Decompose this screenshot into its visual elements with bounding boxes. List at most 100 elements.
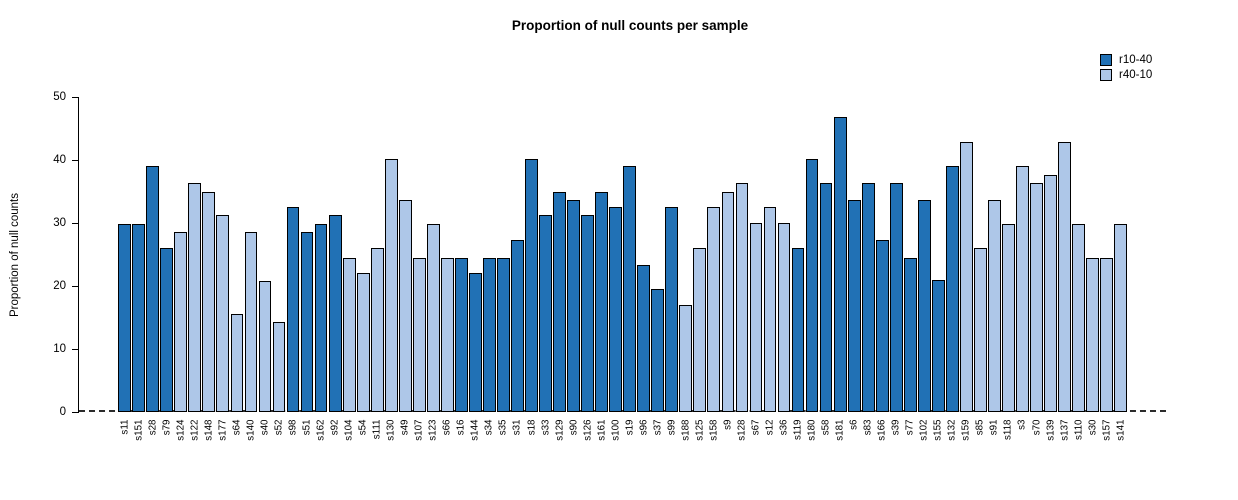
x-tick-label-s3: s3 (1016, 419, 1028, 430)
x-tick-label-s92: s92 (329, 419, 341, 436)
x-tick-label-s123: s123 (427, 419, 439, 441)
bar-s52 (272, 321, 286, 412)
y-axis-tick (72, 222, 78, 224)
bar-s36 (777, 223, 791, 412)
x-tick-label-s159: s159 (960, 419, 972, 441)
bar-s39 (889, 182, 903, 412)
bar-s6 (847, 199, 861, 412)
bar-s31 (511, 240, 524, 412)
bar-s111 (370, 248, 384, 412)
bar-s155 (931, 279, 945, 412)
bar-s3 (1016, 166, 1029, 412)
bar-s98 (286, 207, 300, 412)
bar-s64 (230, 313, 244, 412)
bar-s158 (707, 207, 721, 412)
bar-s162 (314, 224, 328, 412)
bar-s139 (1044, 175, 1057, 412)
y-tick-label: 50 (53, 90, 66, 103)
x-tick-label-s141: s141 (1115, 419, 1127, 441)
x-tick-label-s39: s39 (890, 419, 902, 436)
x-tick-label-s162: s162 (315, 419, 327, 441)
y-tick-label: 0 (59, 405, 66, 418)
legend-item-r40-10: r40-10 (1100, 68, 1152, 82)
x-tick-label-s148: s148 (203, 419, 215, 441)
bar-s125 (693, 248, 707, 412)
bar-s66 (440, 257, 454, 412)
x-tick-label-s49: s49 (399, 419, 411, 436)
x-tick-label-s155: s155 (932, 419, 944, 441)
bar-s123 (426, 224, 440, 412)
x-tick-label-s34: s34 (483, 419, 495, 436)
x-tick-label-s137: s137 (1059, 419, 1071, 441)
bar-s54 (356, 273, 370, 412)
bar-s157 (1100, 257, 1114, 412)
bar-s107 (412, 257, 426, 412)
bar-s188 (679, 304, 693, 412)
x-tick-label-s79: s79 (161, 419, 173, 436)
bar-s122 (188, 182, 202, 412)
x-tick-label-s126: s126 (582, 419, 594, 441)
x-tick-label-s161: s161 (596, 419, 608, 441)
bar-s102 (917, 199, 931, 412)
x-tick-label-s139: s139 (1045, 419, 1057, 441)
x-tick-label-s33: s33 (540, 419, 552, 436)
x-tick-label-s129: s129 (554, 419, 566, 441)
legend-item-r10-40: r10-40 (1100, 53, 1152, 67)
x-tick-label-s83: s83 (862, 419, 874, 436)
x-tick-label-s77: s77 (904, 419, 916, 436)
x-tick-label-s70: s70 (1031, 419, 1043, 436)
bar-s37 (651, 289, 665, 412)
x-tick-label-s31: s31 (511, 419, 523, 436)
bar-s128 (735, 182, 749, 412)
bar-s129 (553, 191, 566, 412)
bar-s148 (202, 191, 216, 412)
y-axis-line (78, 97, 79, 413)
x-tick-label-s35: s35 (497, 419, 509, 436)
bar-s58 (819, 182, 833, 412)
y-tick-label: 40 (53, 153, 66, 166)
bar-s119 (791, 248, 805, 412)
bar-s96 (637, 265, 651, 412)
bar-s141 (1114, 224, 1128, 412)
bar-s9 (721, 191, 735, 412)
x-tick-label-s111: s111 (371, 419, 383, 440)
x-tick-label-s58: s58 (820, 419, 832, 436)
legend: r10-40 r40-10 (1100, 53, 1152, 83)
bar-s161 (595, 191, 609, 412)
bar-s51 (300, 231, 314, 412)
x-tick-label-s51: s51 (301, 419, 313, 436)
x-tick-label-s66: s66 (441, 419, 453, 436)
x-tick-label-s64: s64 (231, 419, 243, 436)
bar-s91 (988, 199, 1001, 412)
x-tick-label-s98: s98 (287, 419, 299, 436)
x-tick-label-s119: s119 (792, 419, 804, 441)
x-tick-label-s40: s40 (259, 419, 271, 436)
x-tick-label-s18: s18 (526, 419, 537, 436)
x-tick-label-s180: s180 (806, 419, 818, 441)
x-tick-label-s104: s104 (343, 419, 355, 441)
x-tick-label-s122: s122 (189, 419, 201, 441)
x-tick-label-s177: s177 (217, 419, 229, 441)
x-tick-label-s132: s132 (946, 419, 958, 441)
bar-s100 (609, 207, 623, 412)
bar-s35 (497, 257, 510, 412)
bar-s67 (749, 223, 763, 412)
x-tick-label-s181: s181 (834, 419, 846, 441)
bar-s33 (539, 215, 552, 412)
bar-s49 (398, 199, 412, 412)
bar-s137 (1058, 142, 1071, 412)
x-tick-label-s102: s102 (918, 419, 930, 441)
x-tick-label-s144: s144 (469, 419, 481, 441)
x-tick-label-s96: s96 (638, 419, 650, 436)
y-axis-title: Proportion of null counts (9, 192, 21, 318)
x-tick-label-s110: s110 (1073, 419, 1085, 441)
bar-s83 (861, 182, 875, 412)
x-tick-label-s107: s107 (413, 419, 425, 441)
bar-s18 (525, 158, 538, 412)
bar-s180 (805, 158, 819, 412)
y-axis-tick (72, 348, 78, 350)
x-tick-label-s36: s36 (778, 419, 790, 436)
y-axis-tick (72, 159, 78, 161)
bar-s110 (1072, 224, 1085, 412)
